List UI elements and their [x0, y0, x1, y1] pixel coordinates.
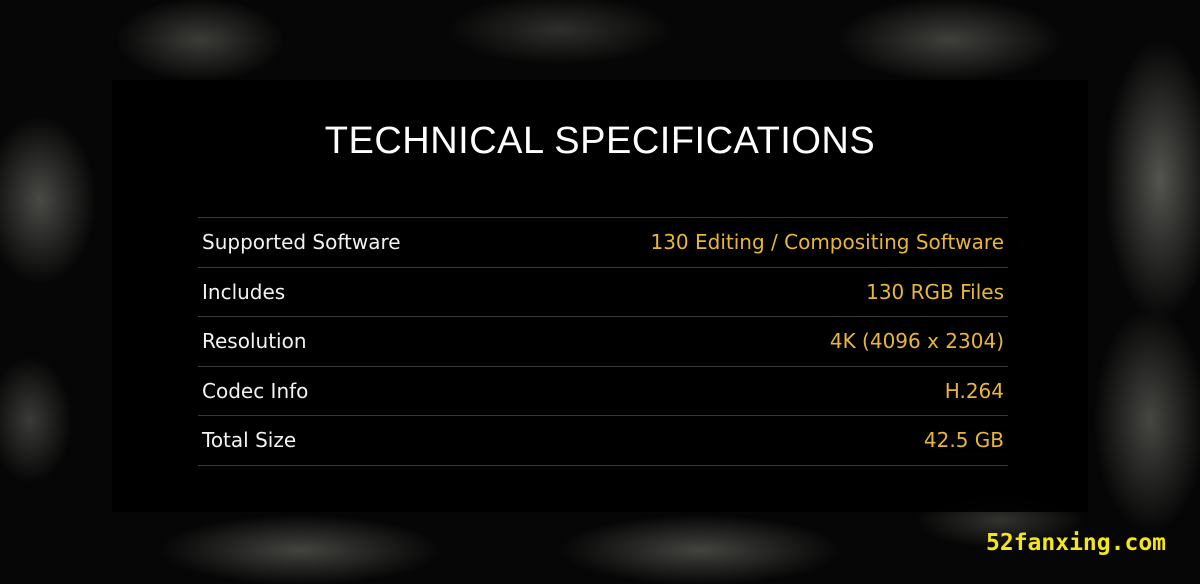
spec-value: 4K (4096 x 2304)	[829, 329, 1004, 354]
spec-value: 42.5 GB	[923, 428, 1004, 453]
spec-value: 130 RGB Files	[866, 279, 1004, 304]
watermark: 52fanxing.com	[986, 530, 1167, 556]
spec-label: Supported Software	[202, 230, 401, 255]
spec-row-supported-software: Supported Software 130 Editing / Composit…	[198, 218, 1008, 268]
spec-row-resolution: Resolution 4K (4096 x 2304)	[198, 317, 1008, 367]
spec-panel	[112, 80, 1088, 512]
spec-label: Includes	[202, 279, 286, 304]
spec-row-total-size: Total Size 42.5 GB	[198, 416, 1008, 466]
spec-value: 130 Editing / Compositing Software	[650, 230, 1004, 255]
spec-table: Supported Software 130 Editing / Composit…	[198, 217, 1008, 466]
spec-row-includes: Includes 130 RGB Files	[198, 268, 1008, 317]
spec-value: H.264	[944, 378, 1004, 403]
page-title: TECHNICAL SPECIFICATIONS	[324, 120, 876, 162]
spec-row-codec: Codec Info H.264	[198, 367, 1008, 416]
spec-label: Total Size	[202, 428, 297, 453]
spec-label: Codec Info	[202, 378, 309, 403]
spec-label: Resolution	[202, 329, 307, 354]
